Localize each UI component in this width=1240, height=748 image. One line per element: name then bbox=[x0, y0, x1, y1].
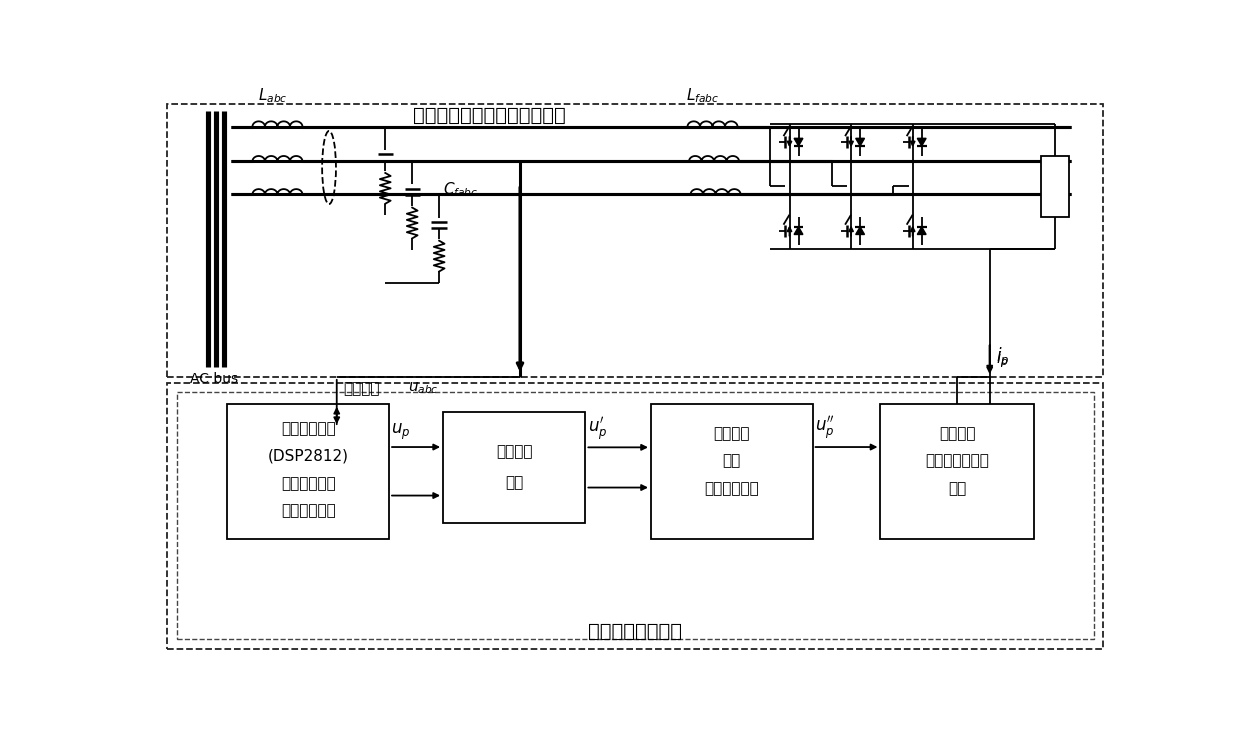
Text: 电压与电流信号: 电压与电流信号 bbox=[925, 453, 990, 468]
Text: $i_p$: $i_p$ bbox=[996, 346, 1009, 370]
Text: $u_{abc}$: $u_{abc}$ bbox=[408, 381, 438, 396]
Text: 功率放大: 功率放大 bbox=[713, 426, 750, 441]
Text: 电路: 电路 bbox=[723, 453, 740, 468]
Polygon shape bbox=[918, 227, 926, 234]
Polygon shape bbox=[794, 227, 804, 234]
Text: 信号发生电路: 信号发生电路 bbox=[281, 421, 336, 436]
Text: $C_{fabc}$: $C_{fabc}$ bbox=[443, 180, 479, 199]
FancyBboxPatch shape bbox=[167, 104, 1102, 377]
Bar bbox=[443, 411, 585, 524]
Text: 数据采样、锁: 数据采样、锁 bbox=[281, 476, 336, 491]
Polygon shape bbox=[856, 138, 864, 146]
Text: 幅值放大: 幅值放大 bbox=[496, 444, 532, 459]
Text: $u_p$: $u_p$ bbox=[392, 422, 410, 442]
Text: 接口电路: 接口电路 bbox=[939, 426, 976, 441]
Text: $i_p$: $i_p$ bbox=[996, 349, 1008, 370]
Polygon shape bbox=[856, 227, 864, 234]
Text: 含电力电子变换器的电力网络: 含电力电子变换器的电力网络 bbox=[413, 105, 565, 125]
Text: 电压反馈: 电压反馈 bbox=[343, 381, 379, 396]
Text: $L_{abc}$: $L_{abc}$ bbox=[258, 87, 288, 105]
Bar bbox=[651, 404, 812, 539]
Bar bbox=[227, 404, 389, 539]
Text: 相、信号计算: 相、信号计算 bbox=[281, 503, 336, 518]
Text: $u_p'$: $u_p'$ bbox=[588, 416, 608, 443]
Text: 信号功率放大: 信号功率放大 bbox=[704, 481, 759, 496]
Text: 谐波电流注入电路: 谐波电流注入电路 bbox=[589, 622, 682, 640]
FancyBboxPatch shape bbox=[177, 393, 1094, 639]
Text: AC bus: AC bus bbox=[191, 372, 238, 385]
Text: (DSP2812): (DSP2812) bbox=[268, 449, 348, 464]
Text: $u_p''$: $u_p''$ bbox=[815, 415, 835, 442]
Text: 转换: 转换 bbox=[949, 481, 966, 496]
Text: 电路: 电路 bbox=[505, 475, 523, 491]
Text: $L_{fabc}$: $L_{fabc}$ bbox=[686, 87, 719, 105]
Polygon shape bbox=[918, 138, 926, 146]
Bar bbox=[880, 404, 1034, 539]
Bar bbox=[1042, 156, 1069, 217]
Polygon shape bbox=[794, 138, 804, 146]
FancyBboxPatch shape bbox=[167, 383, 1102, 649]
